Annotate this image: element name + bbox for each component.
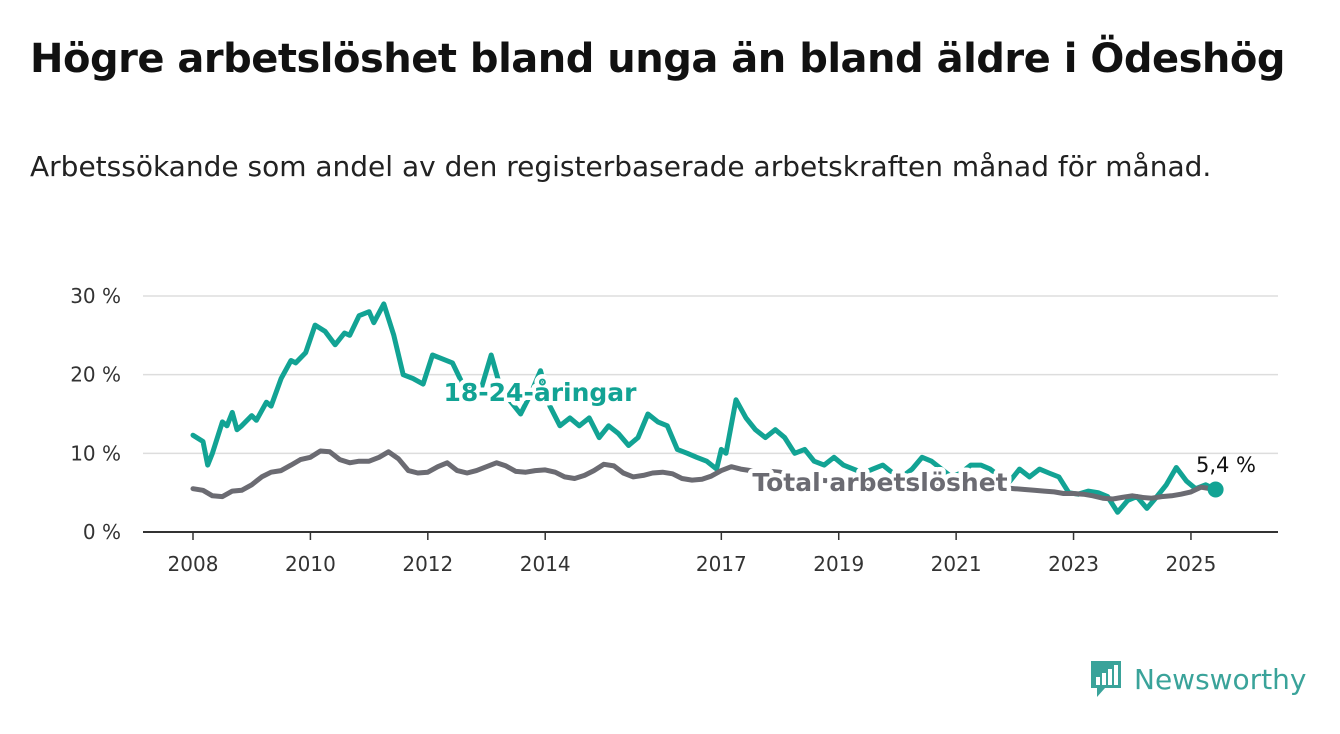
end-value-label: 5,4 % — [1196, 453, 1256, 477]
x-tick-label: 2010 — [285, 552, 336, 576]
x-tick-label: 2008 — [168, 552, 219, 576]
x-tick-label: 2025 — [1165, 552, 1216, 576]
series-line-total — [190, 448, 1219, 502]
series-label-total: Total arbetslöshet — [752, 468, 1007, 497]
y-tick-label: 30 % — [70, 284, 121, 308]
chart-title: Högre arbetslöshet bland unga än bland ä… — [30, 36, 1286, 82]
x-axis-ticks: 2008 2010 2012 2014 2017 2019 2021 2023 2025 — [168, 532, 1216, 576]
x-tick-label: 2012 — [402, 552, 453, 576]
x-tick-label: 2019 — [813, 552, 864, 576]
series-lines — [190, 301, 1224, 515]
brand-name: Newsworthy — [1134, 662, 1307, 696]
y-tick-label: 0 % — [83, 520, 121, 544]
end-point-marker — [1207, 481, 1224, 498]
gridlines — [143, 295, 1278, 533]
series-label-young: 18-24-åringar — [444, 378, 638, 407]
series-labels: 5,4 % 18-24-åringar Total arbetslöshet — [439, 374, 1256, 502]
chart-subtitle: Arbetssökande som andel av den registerb… — [30, 150, 1212, 183]
x-tick-label: 2023 — [1048, 552, 1099, 576]
bar-chart-icon — [1091, 661, 1121, 697]
x-tick-label: 2014 — [520, 552, 571, 576]
y-tick-label: 10 % — [70, 441, 121, 465]
x-tick-label: 2021 — [931, 552, 982, 576]
y-tick-label: 20 % — [70, 363, 121, 387]
newsworthy-logo: Newsworthy — [1088, 658, 1307, 700]
x-tick-label: 2017 — [696, 552, 747, 576]
series-line-young — [190, 301, 1219, 515]
y-axis-ticks: 0 % 10 % 20 % 30 % — [70, 284, 121, 544]
